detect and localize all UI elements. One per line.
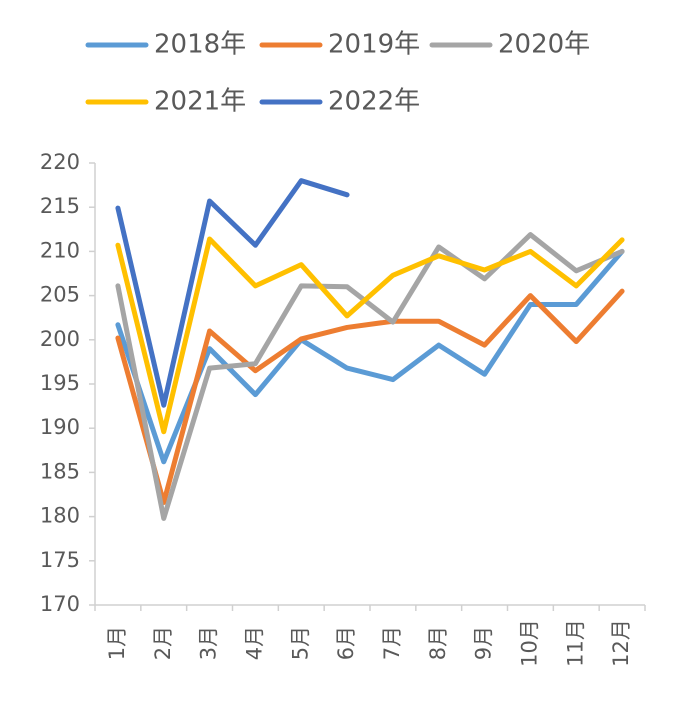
y-tick-label: 205 [40,283,80,307]
x-tick-label: 5月 [288,626,312,660]
x-tick-label: 6月 [334,626,358,660]
series-line [115,232,625,521]
y-tick-label: 195 [40,371,80,395]
y-tick-label: 200 [40,327,80,351]
x-tick-label: 1月 [105,626,129,660]
legend-label: 2018年 [154,30,246,60]
x-tick-label: 12月 [609,619,633,667]
y-tick-label: 190 [40,415,80,439]
legend-label: 2021年 [154,87,246,117]
legend-label: 2022年 [328,87,420,117]
x-tick-label: 9月 [472,626,496,660]
y-tick-label: 210 [40,238,80,262]
x-tick-label: 3月 [197,626,221,660]
y-tick-label: 220 [40,150,80,174]
y-tick-label: 185 [40,459,80,483]
y-tick-label: 215 [40,194,80,218]
y-tick-label: 180 [40,504,80,528]
x-tick-label: 2月 [151,626,175,660]
x-tick-label: 8月 [426,626,450,660]
x-tick-label: 7月 [380,626,404,660]
y-tick-label: 170 [40,592,80,616]
x-tick-label: 10月 [517,619,541,667]
x-tick-label: 11月 [563,619,587,667]
legend-label: 2019年 [328,30,420,60]
series-line [115,288,625,505]
series-line [115,178,350,408]
y-tick-label: 175 [40,548,80,572]
series-line [115,236,625,435]
x-tick-label: 4月 [242,626,266,660]
legend-label: 2020年 [498,30,590,60]
